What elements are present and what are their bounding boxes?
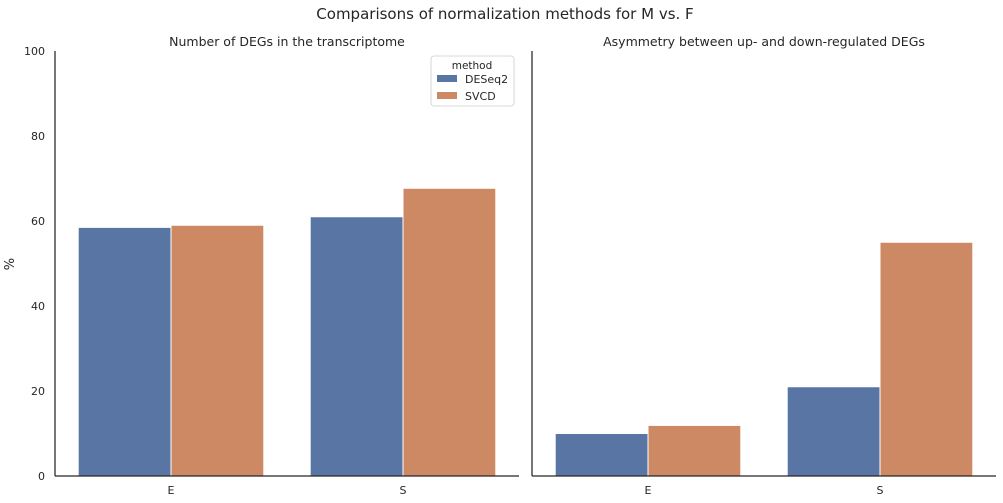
panel-deg-count: Number of DEGs in the transcriptome % 0 2… — [3, 34, 519, 497]
legend: method DESeq2 SVCD — [430, 55, 515, 107]
bar-svcd-s — [879, 241, 974, 477]
bar-group — [554, 241, 974, 477]
bar-deseq2-s — [786, 386, 881, 477]
bar-deseq2-e — [554, 433, 649, 477]
bar-deseq2-s — [309, 216, 404, 477]
x-tick-label: E — [168, 484, 175, 497]
legend-swatch-svcd — [437, 92, 457, 99]
y-tick-label: 60 — [31, 215, 45, 228]
figure-suptitle: Comparisons of normalization methods for… — [316, 5, 693, 23]
y-tick-labels: 0 20 40 60 80 100 — [24, 45, 45, 483]
panel-title: Asymmetry between up- and down-regulated… — [603, 34, 925, 49]
panel-title: Number of DEGs in the transcriptome — [169, 34, 405, 49]
bar-svcd-e — [170, 224, 265, 477]
y-tick-label: 40 — [31, 300, 45, 313]
y-tick-label: 20 — [31, 385, 45, 398]
legend-title: method — [452, 60, 493, 72]
bar-deseq2-e — [77, 226, 172, 477]
x-tick-label: E — [645, 484, 652, 497]
legend-swatch-deseq2 — [437, 75, 457, 82]
x-tick-label: S — [877, 484, 884, 497]
bar-group — [77, 187, 497, 477]
legend-label-deseq2: DESeq2 — [465, 73, 508, 86]
y-tick-label: 100 — [24, 45, 45, 58]
panel-asymmetry: Asymmetry between up- and down-regulated… — [531, 34, 996, 497]
bar-svcd-e — [647, 424, 742, 477]
bar-svcd-s — [402, 187, 497, 477]
legend-label-svcd: SVCD — [465, 90, 496, 103]
y-axis-label: % — [3, 258, 18, 270]
y-tick-label: 80 — [31, 130, 45, 143]
y-tick-label: 0 — [38, 470, 45, 483]
x-tick-label: S — [400, 484, 407, 497]
